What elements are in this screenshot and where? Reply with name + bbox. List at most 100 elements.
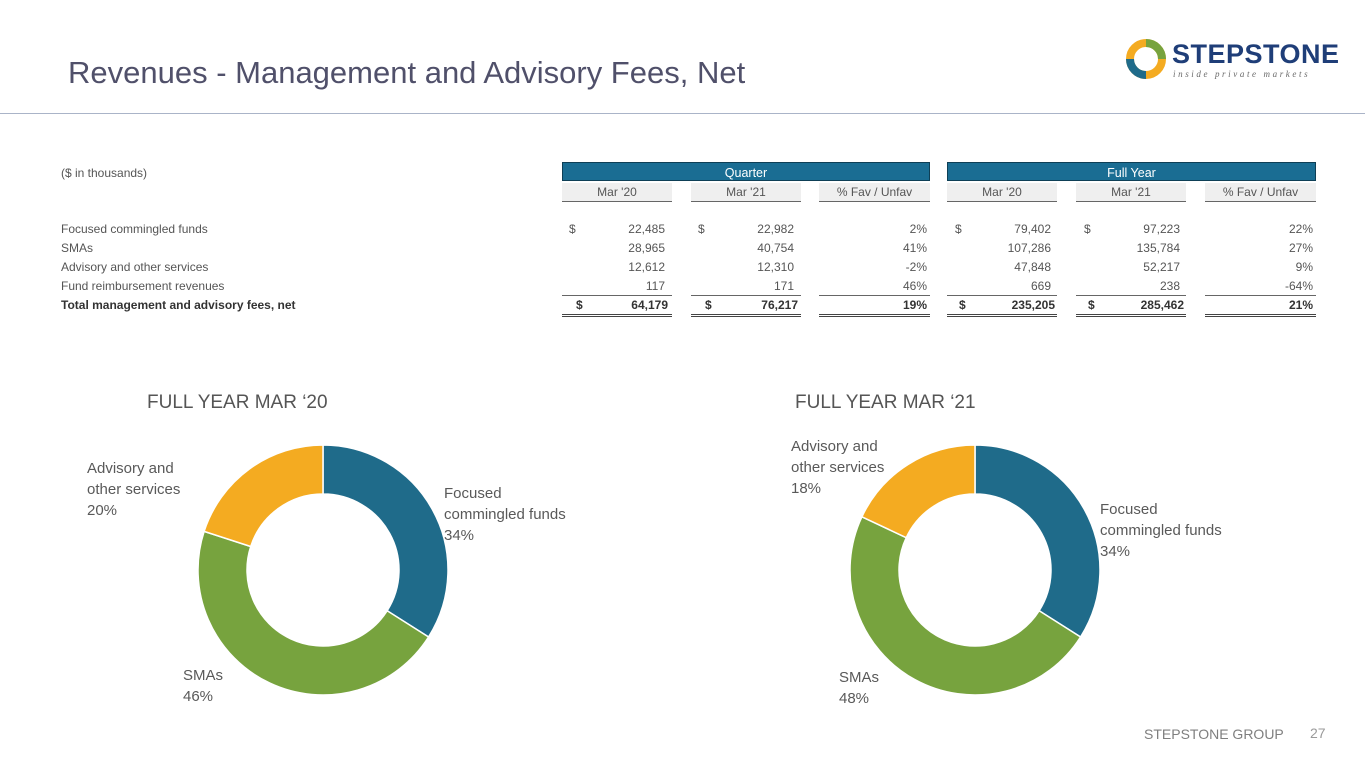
currency-sign: $ xyxy=(1088,298,1095,312)
label-line: other services xyxy=(87,481,181,498)
slice-advisory xyxy=(203,444,324,548)
row-label-reimbursement: Fund reimbursement revenues xyxy=(61,279,225,293)
slice-smas xyxy=(849,515,1082,696)
slice-label-focused: Focused commingled funds 34% xyxy=(444,483,566,546)
subtotal-rule xyxy=(819,295,930,296)
label-line: other services xyxy=(791,459,885,476)
cell-focused-fy-fav: 22% xyxy=(1288,222,1313,236)
cell-advisory-q-fav: -2% xyxy=(905,260,927,274)
chart-title-fy20: FULL YEAR MAR ‘20 xyxy=(147,392,328,413)
cell-advisory-fy-fav: 9% xyxy=(1295,260,1313,274)
cell-focused-q-mar20: 22,485 xyxy=(628,222,665,236)
label-pct: 34% xyxy=(1100,543,1131,560)
slice-label-smas: SMAs 46% xyxy=(183,665,223,707)
units-label: ($ in thousands) xyxy=(61,166,148,180)
logo-tagline: inside private markets xyxy=(1173,69,1311,79)
quarter-group-header: Quarter xyxy=(562,162,930,181)
currency-sign: $ xyxy=(698,222,705,236)
footer-company: STEPSTONE GROUP xyxy=(1144,726,1284,742)
cell-focused-fy-mar20: 79,402 xyxy=(1014,222,1051,236)
full-year-group-header: Full Year xyxy=(947,162,1316,181)
donut-chart-fy21 xyxy=(849,444,1101,696)
slice-focused xyxy=(974,444,1101,639)
currency-sign: $ xyxy=(576,298,583,312)
cell-smas-q-fav: 41% xyxy=(902,241,927,255)
cell-total-q-fav: 19% xyxy=(902,298,927,312)
cell-smas-q-mar20: 28,965 xyxy=(628,241,665,255)
row-label-focused: Focused commingled funds xyxy=(61,222,208,236)
label-line: Advisory and xyxy=(87,460,174,477)
label-line: SMAs xyxy=(839,669,880,686)
cell-advisory-fy-mar20: 47,848 xyxy=(1014,260,1051,274)
chart-title-fy21: FULL YEAR MAR ‘21 xyxy=(795,392,976,413)
cell-smas-fy-mar20: 107,286 xyxy=(1007,241,1051,255)
cell-focused-q-mar21: 22,982 xyxy=(757,222,794,236)
total-double-rule xyxy=(1076,314,1186,317)
label-line: Focused xyxy=(444,485,502,502)
slice-smas xyxy=(197,530,430,696)
label-line: commingled funds xyxy=(444,506,566,523)
label-line: commingled funds xyxy=(1100,522,1222,539)
total-double-rule xyxy=(562,314,672,317)
cell-smas-fy-mar21: 135,784 xyxy=(1136,241,1180,255)
cell-focused-fy-mar21: 97,223 xyxy=(1143,222,1180,236)
subtotal-rule xyxy=(1205,295,1316,296)
label-line: Focused xyxy=(1100,501,1158,518)
page-number: 27 xyxy=(1310,725,1326,741)
title-divider xyxy=(0,113,1365,114)
col-header-fy-mar21: Mar '21 xyxy=(1076,183,1186,202)
cell-reimb-fy-mar21: 238 xyxy=(1159,279,1180,293)
cell-total-q-mar20: 64,179 xyxy=(631,298,668,312)
slice-label-smas: SMAs 48% xyxy=(839,667,879,709)
cell-advisory-fy-mar21: 52,217 xyxy=(1143,260,1180,274)
cell-reimb-fy-fav: -64% xyxy=(1284,279,1313,293)
label-pct: 20% xyxy=(87,502,118,519)
total-double-rule xyxy=(947,314,1057,317)
total-double-rule xyxy=(819,314,930,317)
cell-total-fy-mar20: 235,205 xyxy=(1011,298,1055,312)
stepstone-logo: STEPSTONE inside private markets xyxy=(1124,37,1339,87)
cell-advisory-q-mar20: 12,612 xyxy=(628,260,665,274)
page-title: Revenues - Management and Advisory Fees,… xyxy=(68,55,746,90)
subtotal-rule xyxy=(562,295,672,296)
label-pct: 46% xyxy=(183,688,214,705)
cell-total-fy-fav: 21% xyxy=(1288,298,1313,312)
col-header-fy-fav: % Fav / Unfav xyxy=(1205,183,1316,202)
currency-sign: $ xyxy=(1084,222,1091,236)
col-header-fy-mar20: Mar '20 xyxy=(947,183,1057,202)
slice-advisory xyxy=(860,444,976,539)
subtotal-rule xyxy=(1076,295,1186,296)
cell-smas-fy-fav: 27% xyxy=(1288,241,1313,255)
currency-sign: $ xyxy=(705,298,712,312)
cell-reimb-q-fav: 46% xyxy=(902,279,927,293)
cell-smas-q-mar21: 40,754 xyxy=(757,241,794,255)
currency-sign: $ xyxy=(955,222,962,236)
currency-sign: $ xyxy=(959,298,966,312)
label-line: SMAs xyxy=(183,667,224,684)
slice-focused xyxy=(322,444,449,639)
cell-reimb-q-mar20: 117 xyxy=(645,279,665,293)
cell-reimb-fy-mar20: 669 xyxy=(1030,279,1051,293)
cell-advisory-q-mar21: 12,310 xyxy=(757,260,794,274)
label-line: Advisory and xyxy=(791,438,878,455)
row-label-smas: SMAs xyxy=(61,241,94,255)
logo-name: STEPSTONE xyxy=(1172,39,1340,69)
donut-chart-fy20 xyxy=(197,444,449,696)
col-header-q-mar20: Mar '20 xyxy=(562,183,672,202)
row-label-advisory: Advisory and other services xyxy=(61,260,209,274)
slice-label-advisory: Advisory and other services 18% xyxy=(791,436,884,499)
logo-ring-icon xyxy=(1126,39,1166,79)
subtotal-rule xyxy=(691,295,801,296)
currency-sign: $ xyxy=(569,222,576,236)
col-header-q-fav: % Fav / Unfav xyxy=(819,183,930,202)
total-double-rule xyxy=(1205,314,1316,317)
slice-label-advisory: Advisory and other services 20% xyxy=(87,458,180,521)
label-pct: 34% xyxy=(444,527,475,544)
subtotal-rule xyxy=(947,295,1057,296)
label-pct: 48% xyxy=(839,690,870,707)
cell-focused-q-fav: 2% xyxy=(909,222,927,236)
row-label-total: Total management and advisory fees, net xyxy=(61,298,296,312)
slice-label-focused: Focused commingled funds 34% xyxy=(1100,499,1222,562)
cell-total-q-mar21: 76,217 xyxy=(761,298,798,312)
col-header-q-mar21: Mar '21 xyxy=(691,183,801,202)
